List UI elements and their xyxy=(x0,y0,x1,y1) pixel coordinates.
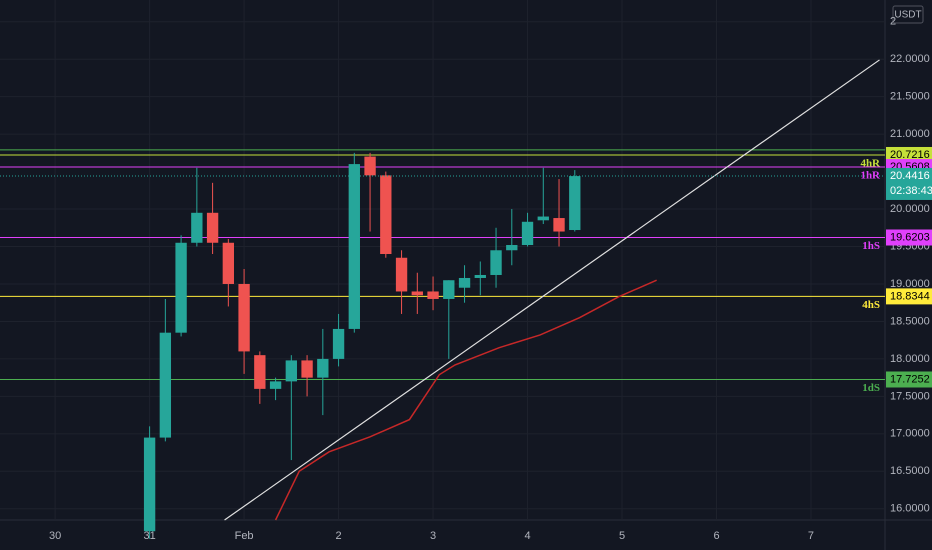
moving-average xyxy=(274,279,657,521)
level-tag: 4hR xyxy=(860,158,881,170)
y-tick-label: 17.5000 xyxy=(890,390,930,402)
candle-body xyxy=(317,358,329,378)
x-tick-label: 6 xyxy=(713,530,719,542)
level-tag: 1hR xyxy=(860,170,881,182)
candle-body xyxy=(301,360,313,378)
price-label: 20.4416 xyxy=(890,170,930,182)
y-tick-label: 16.5000 xyxy=(890,465,930,477)
price-label: 17.7252 xyxy=(890,373,930,385)
price-label-box xyxy=(886,146,932,163)
candle-body xyxy=(537,216,549,221)
candle-body xyxy=(364,156,376,176)
candle-body xyxy=(285,360,297,382)
price-label: 18.8344 xyxy=(890,290,930,302)
x-tick-label: 3 xyxy=(430,530,436,542)
candle-body xyxy=(506,245,518,251)
level-tag: 1hS xyxy=(862,240,880,252)
price-label-box xyxy=(886,229,932,246)
y-tick-label: 2 xyxy=(890,16,896,28)
candle-body xyxy=(238,283,250,352)
price-label-box xyxy=(886,371,932,388)
candle-body xyxy=(175,242,187,333)
candle-body xyxy=(269,381,282,389)
candle-body xyxy=(443,280,455,299)
y-tick-label: 17.0000 xyxy=(890,428,930,440)
y-tick-label: 22.0000 xyxy=(890,53,930,65)
x-tick-label: 4 xyxy=(524,530,530,542)
x-tick-label: 30 xyxy=(49,530,61,542)
price-label: 19.6203 xyxy=(890,231,930,243)
level-tag: 4hS xyxy=(862,299,880,311)
candle-body xyxy=(380,175,392,255)
countdown: 02:38:43 xyxy=(890,185,932,197)
candle-body xyxy=(395,257,408,292)
candle-body xyxy=(458,277,471,288)
candle-body xyxy=(206,212,219,243)
y-tick-label: 20.0000 xyxy=(890,203,930,215)
currency: USDT xyxy=(894,10,921,21)
x-tick-label: Feb xyxy=(235,530,254,542)
candle-body xyxy=(222,242,235,284)
price-label-box xyxy=(886,167,932,200)
y-tick-label: 18.0000 xyxy=(890,353,930,365)
trend-line xyxy=(224,59,880,521)
candle-body xyxy=(427,291,439,299)
level-tag: 1dS xyxy=(862,382,880,394)
candle-body xyxy=(143,437,156,532)
x-tick-label: 5 xyxy=(619,530,625,542)
y-tick-label: 21.0000 xyxy=(890,128,930,140)
candle-body xyxy=(348,164,360,329)
candle-body xyxy=(553,218,565,232)
candle-body xyxy=(474,274,486,278)
x-tick-label: 7 xyxy=(808,530,814,542)
candle-body xyxy=(411,291,423,296)
y-tick-label: 21.5000 xyxy=(890,91,930,103)
currency-box[interactable] xyxy=(892,5,924,24)
candle-body xyxy=(332,328,345,359)
candle-body xyxy=(521,221,534,246)
candle-body xyxy=(569,176,581,231)
price-label: 20.7216 xyxy=(890,149,930,161)
candle-body xyxy=(159,332,172,438)
candle-body xyxy=(191,212,203,243)
candle-body xyxy=(254,355,266,389)
candle-body xyxy=(490,250,502,275)
x-tick-label: 2 xyxy=(336,530,342,542)
y-tick-label: 16.0000 xyxy=(890,503,930,515)
y-tick-label: 18.5000 xyxy=(890,315,930,327)
price-label-box xyxy=(886,288,932,305)
y-tick-label: 19.0000 xyxy=(890,278,930,290)
